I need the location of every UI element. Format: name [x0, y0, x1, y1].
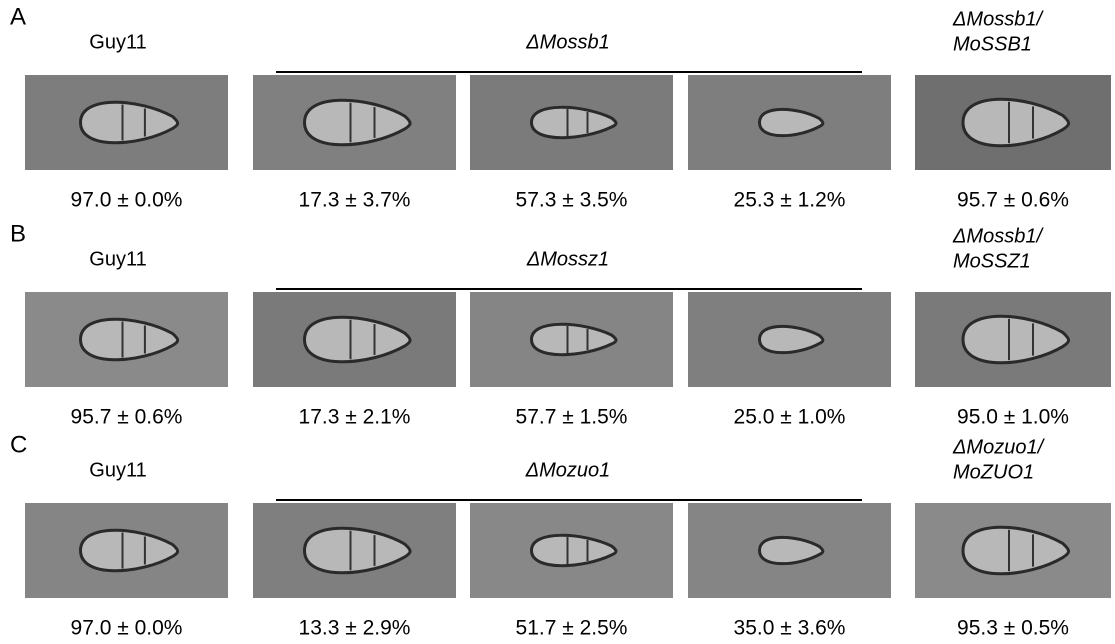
percentage-label: 17.3 ± 3.7% — [299, 189, 411, 212]
micrograph — [915, 503, 1111, 598]
complement-label: ΔMossb1/ — [952, 225, 1044, 247]
micrograph — [688, 292, 891, 387]
percentage-label: 97.0 ± 0.0% — [71, 189, 183, 212]
micrograph — [470, 75, 673, 170]
percentage-label: 95.7 ± 0.6% — [71, 406, 183, 429]
micrograph — [915, 292, 1111, 387]
micrograph — [688, 75, 891, 170]
complement-label: MoZUO1 — [953, 461, 1034, 483]
micrograph — [25, 75, 228, 170]
percentage-label: 95.7 ± 0.6% — [957, 189, 1069, 212]
panel-letter: C — [10, 431, 27, 458]
percentage-label: 25.3 ± 1.2% — [734, 189, 846, 212]
micrograph — [688, 503, 891, 598]
wild-type-label: Guy11 — [89, 31, 146, 53]
wild-type-label: Guy11 — [89, 459, 146, 481]
complement-label: ΔMossb1/ — [952, 8, 1044, 30]
panel-letter: B — [10, 220, 26, 247]
panel-letter: A — [10, 3, 26, 30]
figure: A Guy11 ΔMossb1 ΔMossb1/MoSSB1 97.0 ± 0.0% 17… — [0, 0, 1115, 644]
micrograph — [253, 292, 456, 387]
micrograph — [470, 503, 673, 598]
micrograph — [25, 292, 228, 387]
percentage-label: 95.0 ± 1.0% — [957, 406, 1069, 429]
micrograph — [253, 75, 456, 170]
mutant-label: ΔMozuo1 — [525, 459, 611, 481]
percentage-label: 51.7 ± 2.5% — [516, 617, 628, 640]
percentage-label: 97.0 ± 0.0% — [71, 617, 183, 640]
mutant-label: ΔMossz1 — [526, 248, 609, 270]
percentage-label: 95.3 ± 0.5% — [957, 617, 1069, 640]
micrograph — [253, 503, 456, 598]
micrograph — [470, 292, 673, 387]
percentage-label: 17.3 ± 2.1% — [299, 406, 411, 429]
micrograph — [25, 503, 228, 598]
percentage-label: 25.0 ± 1.0% — [734, 406, 846, 429]
wild-type-label: Guy11 — [89, 248, 146, 270]
percentage-label: 13.3 ± 2.9% — [299, 617, 411, 640]
percentage-label: 57.7 ± 1.5% — [516, 406, 628, 429]
micrograph — [915, 75, 1111, 170]
complement-label: MoSSB1 — [953, 33, 1032, 55]
mutant-label: ΔMossb1 — [525, 31, 609, 53]
complement-label: MoSSZ1 — [953, 250, 1031, 272]
complement-label: ΔMozuo1/ — [952, 436, 1046, 458]
percentage-label: 35.0 ± 3.6% — [734, 617, 846, 640]
percentage-label: 57.3 ± 3.5% — [516, 189, 628, 212]
